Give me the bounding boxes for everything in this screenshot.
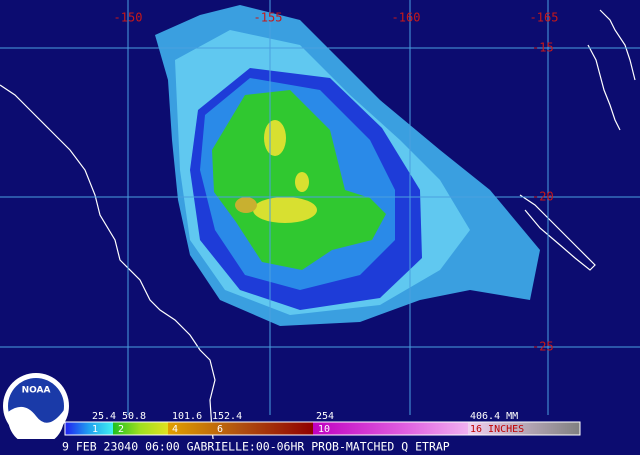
logo-wave — [8, 406, 64, 446]
rain-core — [235, 197, 257, 213]
longitude-label: -155 — [254, 11, 283, 25]
latitude-label: -15 — [532, 41, 554, 55]
longitude-label: -165 — [530, 11, 559, 25]
coastline — [519, 194, 596, 271]
inch-label: 6 — [217, 424, 223, 435]
inch-label: 1 — [92, 424, 98, 435]
rain-core — [264, 120, 286, 156]
mm-label: 254 — [316, 411, 334, 422]
color-bar-segment — [65, 422, 113, 435]
color-bar-segment — [113, 422, 168, 435]
color-bar-frame — [64, 421, 581, 436]
graticule — [0, 0, 640, 415]
inch-label: 16 INCHES — [470, 424, 524, 435]
precipitation-field — [155, 5, 540, 326]
color-bar — [64, 421, 581, 436]
noaa-logo: NOAA — [3, 373, 69, 446]
longitude-label: -160 — [392, 11, 421, 25]
mm-label: 101.6 — [172, 411, 202, 422]
mm-label: 50.8 — [122, 411, 146, 422]
mm-label: 406.4 MM — [470, 411, 518, 422]
mm-label: 25.4 — [92, 411, 116, 422]
caption: 9 FEB 23040 06:00 GABRIELLE:00-06HR PROB… — [62, 440, 450, 454]
inch-label: 10 — [318, 424, 330, 435]
inch-label: 2 — [118, 424, 124, 435]
coastline — [0, 84, 216, 455]
color-bar-segment — [313, 422, 468, 435]
latitude-label: -20 — [532, 190, 554, 204]
coastline — [587, 44, 621, 131]
inch-label: 4 — [172, 424, 178, 435]
rain-core — [253, 197, 317, 223]
color-bar-segment — [168, 422, 313, 435]
coastline — [599, 9, 636, 81]
mm-label: 152.4 — [212, 411, 242, 422]
latitude-label: -25 — [532, 340, 554, 354]
coastlines — [0, 9, 636, 455]
rain-core — [295, 172, 309, 192]
caption-band — [0, 439, 640, 455]
color-bar-segment — [468, 422, 580, 435]
longitude-label: -150 — [114, 11, 143, 25]
logo-text: NOAA — [22, 386, 51, 396]
